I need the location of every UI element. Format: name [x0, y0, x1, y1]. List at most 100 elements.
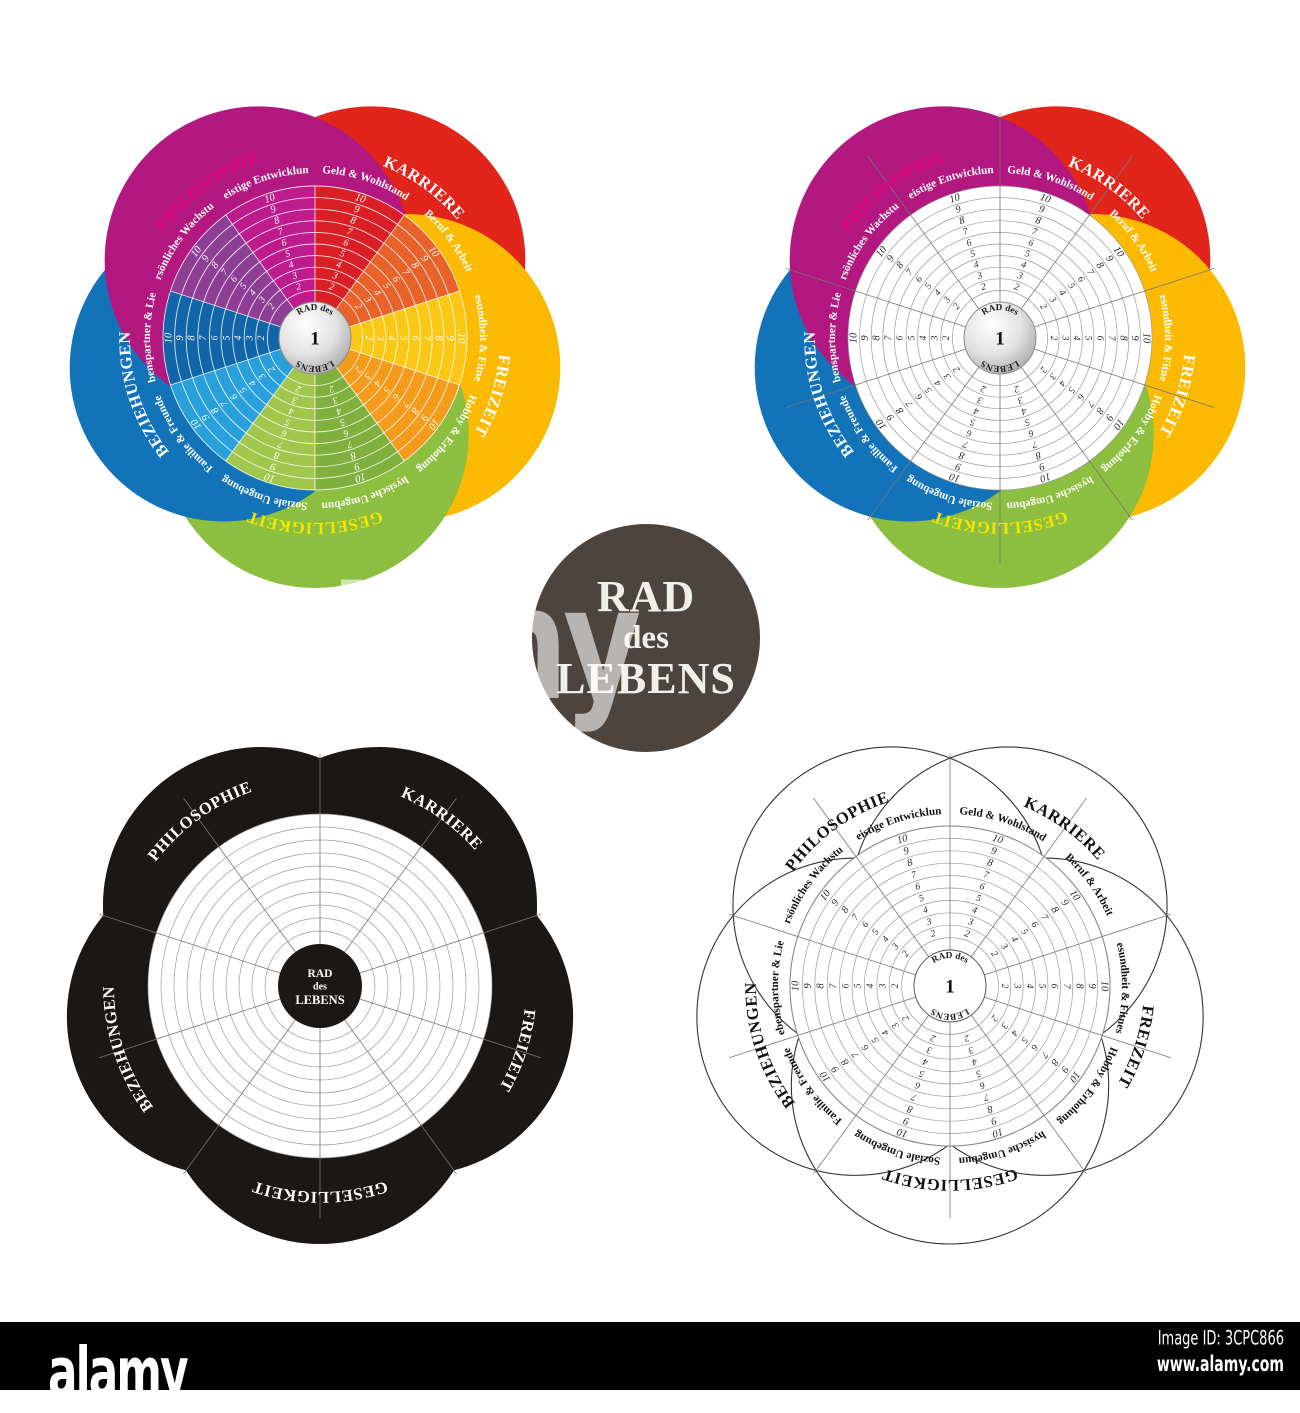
scale-number: 8 — [894, 404, 906, 415]
scale-number: 7 — [1030, 226, 1039, 238]
scale-number: 2 — [951, 301, 963, 312]
badge-line-3: LEBENS — [556, 654, 736, 704]
scale-number: 5 — [923, 385, 935, 396]
scale-number: 9 — [175, 335, 186, 341]
badge-line-2: des — [623, 619, 669, 656]
scale-number: 5 — [338, 248, 346, 260]
scale-number: 5 — [238, 385, 250, 396]
wheel-sector-1[interactable] — [315, 186, 405, 309]
scale-number: 9 — [1102, 412, 1114, 423]
scale-number: 5 — [398, 336, 409, 341]
scale-number: 7 — [1084, 398, 1096, 409]
wheel-spoke-3 — [359, 913, 541, 974]
wheel-spoke-2 — [335, 214, 405, 310]
wheel-sector-10[interactable] — [225, 186, 315, 309]
scale-number: 5 — [1018, 927, 1030, 938]
scale-number: 5 — [974, 893, 982, 905]
scale-number: 3 — [941, 294, 953, 305]
scale-number: 9 — [989, 845, 998, 857]
wheel-sector-2[interactable] — [336, 215, 460, 327]
scale-number: 6 — [342, 237, 350, 249]
scale-number: 2 — [256, 335, 267, 340]
wheel-sector-3[interactable] — [349, 291, 467, 385]
scale-number: 6 — [1075, 391, 1087, 402]
scale-number: 10 — [353, 470, 367, 484]
badge-line-1: RAD — [596, 571, 696, 621]
scale-number: 3 — [290, 270, 299, 282]
wheel-spoke-10 — [183, 797, 296, 953]
wheel-spoke-2 — [344, 797, 457, 953]
scale-number: 7 — [849, 1048, 861, 1059]
scale-number: 3 — [291, 394, 300, 406]
wheel-spoke-5 — [335, 366, 405, 462]
scale-number: 6 — [228, 274, 240, 285]
scale-number: 5 — [1023, 416, 1031, 428]
scale-number: 7 — [277, 226, 286, 238]
scale-number: 7 — [828, 982, 839, 988]
scale-number: 8 — [894, 260, 906, 271]
scale-number: 4 — [880, 1027, 892, 1038]
wheel-sector-9[interactable] — [170, 215, 294, 327]
scale-number: 7 — [1061, 984, 1072, 990]
scale-number: 10 — [895, 1125, 909, 1139]
scale-number: 9 — [352, 460, 361, 472]
scale-number: 10 — [353, 192, 367, 206]
wheel-sector-8[interactable] — [163, 291, 281, 385]
scale-number: 3 — [1016, 394, 1025, 406]
scale-number: 2 — [294, 383, 302, 395]
scale-number: 7 — [219, 266, 231, 277]
hub-number: 1 — [945, 977, 955, 998]
scale-number: 2 — [1013, 281, 1021, 293]
scale-number: 3 — [375, 335, 386, 341]
scale-number: 6 — [913, 274, 925, 285]
scale-number: 6 — [409, 336, 420, 341]
scale-number: 7 — [399, 398, 411, 409]
wheel-spoke-4 — [349, 348, 460, 386]
scale-number: 3 — [975, 270, 984, 282]
hub-text-line-1: RAD — [308, 968, 333, 980]
scale-number: 4 — [1008, 934, 1020, 945]
scale-number: 3 — [967, 1043, 976, 1055]
wheel-sector-4[interactable] — [336, 349, 460, 461]
scale-number: 6 — [342, 427, 350, 439]
scale-number: 9 — [1103, 254, 1115, 265]
scale-number: 2 — [963, 928, 971, 940]
scale-number: 3 — [966, 916, 975, 928]
scale-number: 2 — [900, 1013, 912, 1024]
wheel-sector-6[interactable] — [225, 367, 315, 491]
scale-number: 6 — [390, 274, 402, 285]
alamy-url-text: www.alamy.com — [1156, 1353, 1284, 1377]
scale-number: 8 — [209, 260, 221, 271]
scale-number: 3 — [930, 335, 941, 341]
wheel-spoke-2 — [1020, 155, 1133, 310]
scale-number: 2 — [979, 383, 987, 395]
scale-number: 10 — [896, 833, 910, 847]
scale-number: 2 — [363, 336, 374, 341]
scale-number: 4 — [1071, 336, 1082, 341]
scale-number: 6 — [860, 919, 872, 930]
scale-number: 5 — [1083, 336, 1094, 341]
wheel-sector-5[interactable] — [315, 367, 405, 490]
scale-number: 8 — [1048, 905, 1060, 916]
scale-number: 8 — [273, 215, 282, 227]
scale-number: 9 — [953, 460, 962, 472]
scale-number: 5 — [380, 385, 392, 396]
wheel-spoke-3 — [1034, 268, 1215, 328]
wheel-spoke-4 — [984, 996, 1171, 1059]
wheel-sector-7[interactable] — [170, 349, 294, 461]
scale-number: 4 — [371, 288, 383, 299]
scale-number: 10 — [263, 192, 277, 206]
wheel-spoke-8 — [170, 348, 281, 386]
scale-number: 6 — [280, 427, 288, 439]
scale-number: 8 — [1034, 215, 1043, 227]
scale-number: 3 — [331, 394, 340, 406]
scale-number: 3 — [1047, 370, 1059, 381]
scale-number: 5 — [338, 416, 346, 428]
scale-number: 3 — [925, 1044, 934, 1056]
scale-number: 7 — [1038, 912, 1050, 923]
scale-number: 9 — [200, 253, 212, 264]
scale-number: 5 — [1065, 281, 1077, 292]
